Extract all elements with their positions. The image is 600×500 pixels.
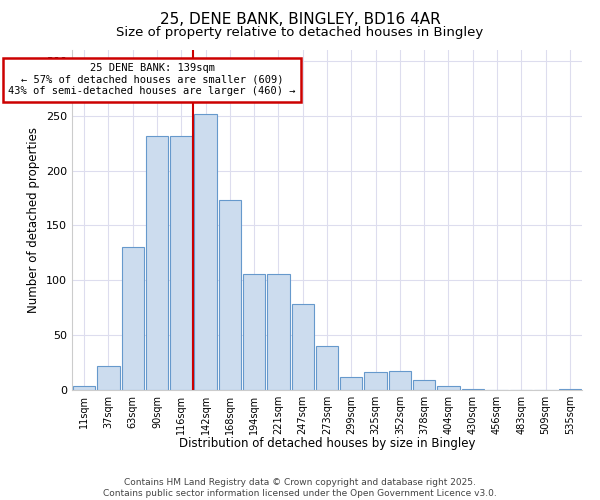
- Text: Size of property relative to detached houses in Bingley: Size of property relative to detached ho…: [116, 26, 484, 39]
- Bar: [364, 372, 387, 390]
- Bar: [73, 386, 95, 390]
- Text: 25 DENE BANK: 139sqm
← 57% of detached houses are smaller (609)
43% of semi-deta: 25 DENE BANK: 139sqm ← 57% of detached h…: [8, 63, 296, 96]
- Bar: [122, 248, 144, 390]
- Text: 25, DENE BANK, BINGLEY, BD16 4AR: 25, DENE BANK, BINGLEY, BD16 4AR: [160, 12, 440, 28]
- Bar: [194, 114, 217, 390]
- X-axis label: Distribution of detached houses by size in Bingley: Distribution of detached houses by size …: [179, 437, 475, 450]
- Bar: [292, 304, 314, 390]
- Bar: [97, 366, 119, 390]
- Bar: [437, 386, 460, 390]
- Bar: [218, 200, 241, 390]
- Bar: [413, 380, 436, 390]
- Bar: [461, 389, 484, 390]
- Bar: [316, 346, 338, 390]
- Bar: [389, 372, 411, 390]
- Bar: [267, 274, 290, 390]
- Bar: [170, 136, 193, 390]
- Bar: [340, 377, 362, 390]
- Bar: [559, 389, 581, 390]
- Bar: [146, 136, 168, 390]
- Text: Contains HM Land Registry data © Crown copyright and database right 2025.
Contai: Contains HM Land Registry data © Crown c…: [103, 478, 497, 498]
- Bar: [243, 274, 265, 390]
- Y-axis label: Number of detached properties: Number of detached properties: [28, 127, 40, 313]
